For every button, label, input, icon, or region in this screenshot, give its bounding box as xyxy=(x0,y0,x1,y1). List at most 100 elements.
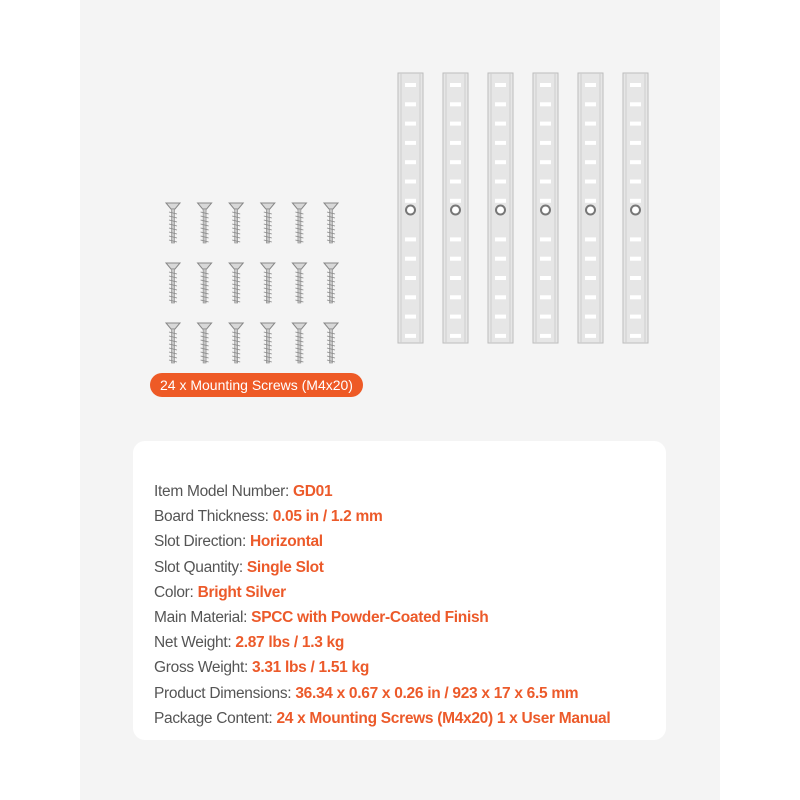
strip-slot xyxy=(495,83,506,87)
spec-value: 24 x Mounting Screws (M4x20) 1 x User Ma… xyxy=(276,709,611,727)
screw-thread xyxy=(295,299,304,303)
screw-thread xyxy=(168,343,178,347)
screw-thread xyxy=(200,211,209,215)
screw-head xyxy=(322,322,340,330)
screw-thread xyxy=(263,351,272,355)
screw-thread xyxy=(263,275,272,279)
screw-thread xyxy=(232,215,241,219)
screw-thread xyxy=(232,359,241,363)
screw-thread xyxy=(326,215,336,219)
screw-thread xyxy=(326,355,336,359)
shelf-strip xyxy=(442,72,469,344)
screw-shaft xyxy=(234,328,238,364)
screw-thread xyxy=(263,279,272,283)
screw-icon xyxy=(228,322,245,364)
screw-head xyxy=(322,262,340,270)
strip-slot xyxy=(450,295,461,300)
screw-thread xyxy=(326,239,336,243)
screw-head xyxy=(196,322,213,330)
spec-row: Slot Direction: Horizontal xyxy=(154,529,610,554)
strip-slot xyxy=(585,121,596,126)
screw-thread xyxy=(232,339,241,343)
screw-thread xyxy=(232,275,241,279)
screw-thread xyxy=(200,283,209,287)
screw-thread xyxy=(232,295,241,299)
strip-slot xyxy=(495,179,506,184)
strip-slot xyxy=(540,198,551,203)
screw-thread xyxy=(295,347,304,351)
screw-icon xyxy=(196,262,213,304)
strip-slot xyxy=(630,237,641,242)
screw-thread xyxy=(168,211,178,215)
screw-thread xyxy=(295,219,304,223)
screw-thread xyxy=(168,223,178,227)
screw-thread xyxy=(295,211,304,215)
spec-value: GD01 xyxy=(293,483,333,500)
spec-card: Item Model Number: GD01 Board Thickness:… xyxy=(133,441,666,740)
screw-thread xyxy=(200,339,209,343)
screw-head xyxy=(196,262,213,270)
spec-label: Slot Quantity: xyxy=(154,558,247,576)
screw-thread xyxy=(295,287,304,291)
screw-thread xyxy=(326,351,336,355)
screw-icon xyxy=(291,262,308,304)
screw-thread xyxy=(200,295,209,299)
screw-thread xyxy=(326,211,336,215)
strip-slot xyxy=(495,102,506,107)
screw-shaft xyxy=(329,268,333,304)
screw-thread xyxy=(200,359,209,363)
screw-icon xyxy=(164,202,182,244)
screw-icon xyxy=(164,262,182,304)
screw-thread xyxy=(295,355,304,359)
strip-slot xyxy=(540,179,551,184)
spec-label: Main Material: xyxy=(154,609,252,627)
strip-slot xyxy=(495,256,506,261)
screw-thread xyxy=(295,291,304,295)
screw-icon xyxy=(291,202,308,244)
strip-slot xyxy=(540,276,551,280)
strip-slot xyxy=(450,102,461,107)
screw-thread xyxy=(168,231,178,235)
screw-thread xyxy=(295,227,304,231)
spec-row: Item Model Number: GD01 xyxy=(154,479,610,504)
strip-slot xyxy=(630,160,641,165)
screw-thread xyxy=(326,275,336,279)
screw-thread xyxy=(232,279,241,283)
strip-slot xyxy=(540,160,551,165)
screw-thread xyxy=(263,359,272,363)
spec-row: Main Material: SPCC with Powder-Coated F… xyxy=(154,605,610,630)
screw-thread xyxy=(168,335,178,339)
spec-label: Net Weight: xyxy=(154,634,236,652)
screw-thread xyxy=(326,271,336,275)
strip-slot xyxy=(450,179,461,184)
spec-label: Slot Direction: xyxy=(154,533,250,551)
strip-slot xyxy=(630,198,641,203)
screw-icon xyxy=(322,262,340,304)
strip-slot xyxy=(540,121,551,126)
screw-thread xyxy=(326,219,336,223)
strip-slot xyxy=(495,198,506,203)
screw-thread xyxy=(200,351,209,355)
screw-thread xyxy=(295,215,304,219)
strip-slot xyxy=(585,295,596,300)
screw-head xyxy=(228,322,245,330)
strip-slot xyxy=(540,102,551,107)
screw-thread xyxy=(168,275,178,279)
strip-slot xyxy=(405,256,416,261)
screw-thread xyxy=(326,335,336,339)
screw-thread xyxy=(326,227,336,231)
screw-shaft xyxy=(171,268,175,304)
screw-thread xyxy=(200,275,209,279)
screw-shaft xyxy=(234,208,238,244)
strip-slot xyxy=(630,333,641,338)
screw-head xyxy=(164,262,182,270)
screw-icon xyxy=(196,322,213,364)
screw-thread xyxy=(326,283,336,287)
strip-slot xyxy=(405,276,416,280)
spec-row: Gross Weight: 3.31 lbs / 1.51 kg xyxy=(154,655,610,680)
strip-slot xyxy=(405,160,416,165)
screw-shaft xyxy=(202,208,207,244)
strip-slot xyxy=(450,198,461,203)
screw-icon xyxy=(228,262,245,304)
screw-thread xyxy=(200,279,209,283)
